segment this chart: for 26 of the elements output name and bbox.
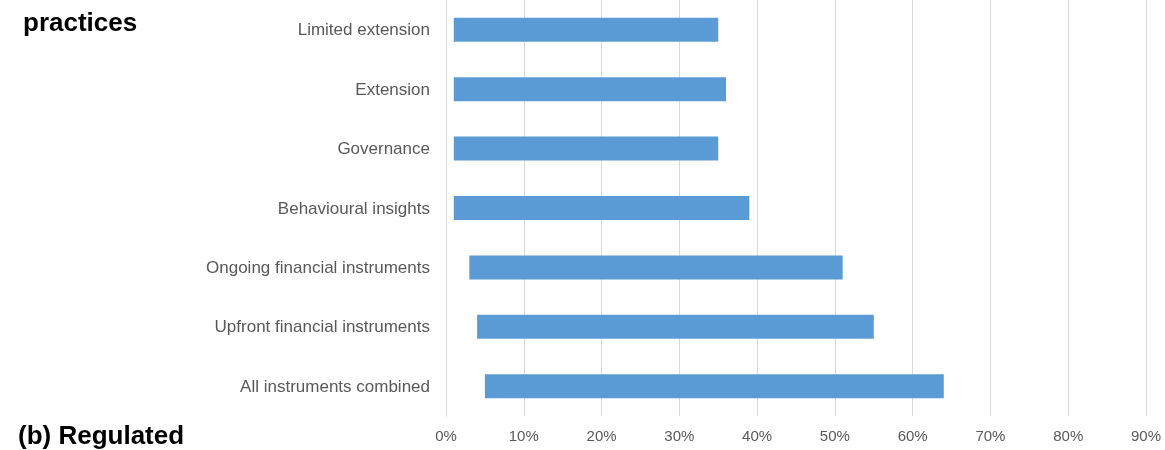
bar	[453, 77, 726, 102]
bar	[453, 17, 719, 42]
bar	[453, 196, 750, 220]
text: practices	[23, 7, 138, 37]
x-tick-label: 80%	[1053, 427, 1084, 444]
x-tick-label: 60%	[897, 427, 928, 444]
bar	[453, 136, 719, 161]
x-tick-label: 70%	[975, 427, 1006, 444]
bar	[477, 314, 874, 339]
x-tick-label: 20%	[586, 427, 617, 444]
y-tick-label: Behavioural insights	[277, 198, 430, 218]
bar	[484, 374, 944, 399]
x-tick-label: 90%	[1130, 427, 1162, 444]
y-tick-label: Governance	[337, 139, 430, 159]
text: (b) Regulated	[18, 420, 185, 450]
y-tick-label: Extension	[355, 79, 430, 99]
y-tick-label: Upfront financial instruments	[214, 317, 430, 337]
y-tick-label: Ongoing financial instruments	[206, 257, 430, 277]
x-tick-label: 30%	[664, 427, 695, 444]
x-tick-label: 50%	[819, 427, 850, 444]
x-tick-label: 40%	[742, 427, 773, 444]
y-tick-label: Limited extension	[297, 20, 430, 40]
y-tick-label: All instruments combined	[240, 376, 430, 396]
x-tick-label: 0%	[435, 427, 457, 444]
bar	[469, 255, 843, 280]
x-tick-label: 10%	[508, 427, 539, 444]
